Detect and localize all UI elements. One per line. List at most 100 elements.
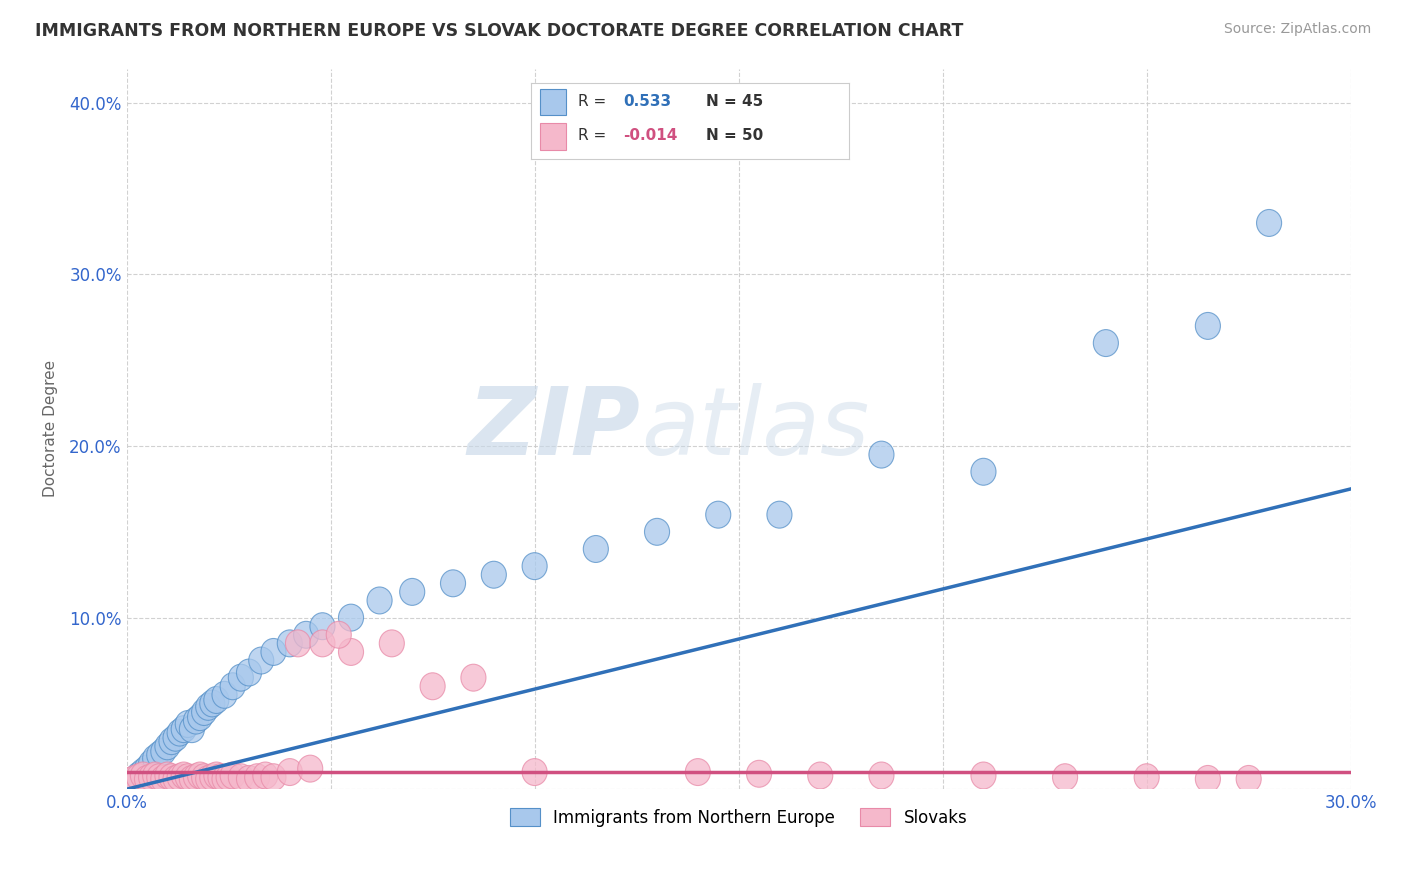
Ellipse shape [326,622,352,648]
Ellipse shape [481,561,506,588]
Ellipse shape [685,758,710,786]
Ellipse shape [127,764,152,790]
Ellipse shape [522,553,547,580]
Ellipse shape [122,767,148,794]
Ellipse shape [221,673,245,699]
Ellipse shape [583,535,609,563]
Ellipse shape [298,756,323,782]
Ellipse shape [204,687,229,714]
Ellipse shape [176,711,200,738]
Ellipse shape [1257,210,1282,236]
Ellipse shape [131,762,156,789]
Ellipse shape [461,665,486,691]
Ellipse shape [191,698,217,725]
Text: IMMIGRANTS FROM NORTHERN EUROPE VS SLOVAK DOCTORATE DEGREE CORRELATION CHART: IMMIGRANTS FROM NORTHERN EUROPE VS SLOVA… [35,22,963,40]
Ellipse shape [766,501,792,528]
Ellipse shape [1236,765,1261,792]
Ellipse shape [277,630,302,657]
Ellipse shape [172,762,197,789]
Ellipse shape [420,673,446,699]
Ellipse shape [208,764,233,790]
Ellipse shape [172,715,197,743]
Ellipse shape [522,758,547,786]
Ellipse shape [163,765,188,792]
Ellipse shape [399,578,425,606]
Ellipse shape [972,458,995,485]
Ellipse shape [1135,764,1159,790]
Ellipse shape [1053,764,1077,790]
Ellipse shape [150,738,176,765]
Ellipse shape [155,733,180,760]
Ellipse shape [180,765,204,792]
Ellipse shape [380,630,405,657]
Ellipse shape [135,765,159,792]
Ellipse shape [159,764,184,790]
Ellipse shape [339,604,364,632]
Ellipse shape [339,639,364,665]
Ellipse shape [869,442,894,468]
Ellipse shape [212,681,238,708]
Y-axis label: Doctorate Degree: Doctorate Degree [44,360,58,498]
Ellipse shape [159,728,184,755]
Legend: Immigrants from Northern Europe, Slovaks: Immigrants from Northern Europe, Slovaks [502,800,976,835]
Ellipse shape [195,765,221,792]
Ellipse shape [163,724,188,751]
Ellipse shape [135,756,159,782]
Ellipse shape [191,764,217,790]
Ellipse shape [217,764,242,790]
Ellipse shape [187,704,212,731]
Ellipse shape [200,764,225,790]
Ellipse shape [155,762,180,789]
Ellipse shape [139,750,163,777]
Ellipse shape [294,622,319,648]
Ellipse shape [1195,765,1220,792]
Ellipse shape [176,764,200,790]
Ellipse shape [262,639,285,665]
Ellipse shape [644,518,669,545]
Ellipse shape [122,765,148,792]
Ellipse shape [167,764,193,790]
Ellipse shape [236,765,262,792]
Text: atlas: atlas [641,384,869,475]
Ellipse shape [167,719,193,746]
Ellipse shape [972,762,995,789]
Ellipse shape [150,765,176,792]
Ellipse shape [228,764,253,790]
Ellipse shape [228,665,253,691]
Ellipse shape [142,745,167,772]
Ellipse shape [142,762,167,789]
Ellipse shape [747,760,772,788]
Ellipse shape [118,767,143,794]
Ellipse shape [127,762,152,789]
Ellipse shape [146,764,172,790]
Ellipse shape [262,764,285,790]
Ellipse shape [245,764,270,790]
Ellipse shape [1094,330,1118,357]
Ellipse shape [221,762,245,789]
Ellipse shape [706,501,731,528]
Ellipse shape [367,587,392,614]
Ellipse shape [200,690,225,717]
Ellipse shape [285,630,311,657]
Text: ZIP: ZIP [468,383,641,475]
Ellipse shape [146,741,172,768]
Ellipse shape [277,758,302,786]
Ellipse shape [131,758,156,786]
Ellipse shape [309,630,335,657]
Ellipse shape [440,570,465,597]
Ellipse shape [139,764,163,790]
Ellipse shape [183,764,208,790]
Ellipse shape [204,762,229,789]
Ellipse shape [187,762,212,789]
Ellipse shape [249,647,274,674]
Ellipse shape [1195,312,1220,339]
Ellipse shape [869,762,894,789]
Ellipse shape [236,659,262,686]
Text: Source: ZipAtlas.com: Source: ZipAtlas.com [1223,22,1371,37]
Ellipse shape [807,762,832,789]
Ellipse shape [253,762,278,789]
Ellipse shape [212,765,238,792]
Ellipse shape [180,715,204,743]
Ellipse shape [183,707,208,734]
Ellipse shape [309,613,335,640]
